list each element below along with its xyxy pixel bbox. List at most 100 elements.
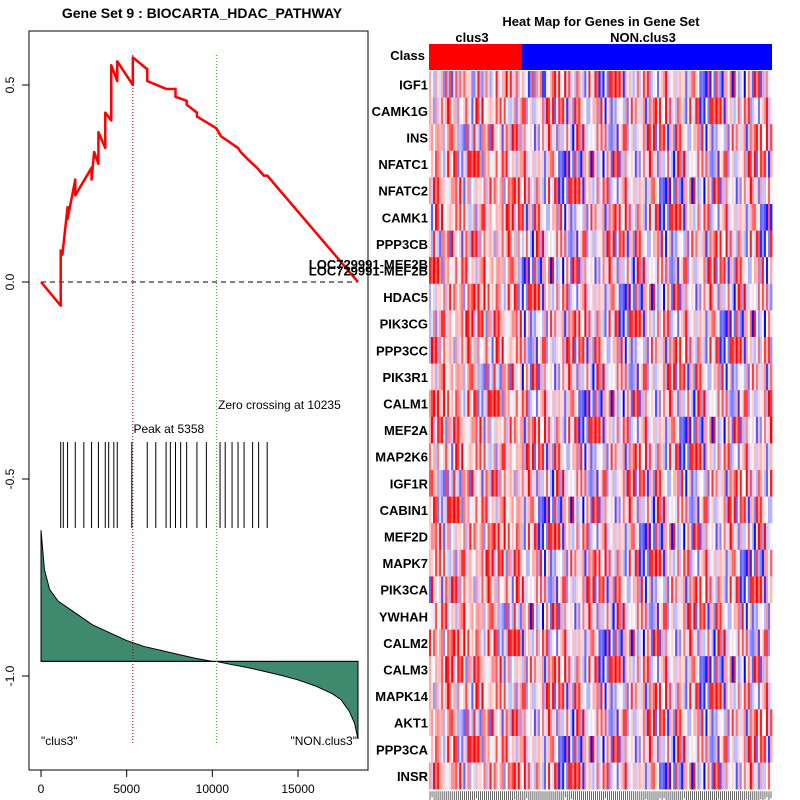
heatmap-cell [558,682,561,710]
heatmap-cell [493,523,496,551]
heatmap-cell [721,204,724,231]
heatmap-cell [711,709,714,737]
heatmap-cell [449,363,452,391]
heatmap-cell [727,257,731,285]
heatmap-cell [644,337,648,364]
heatmap-cell [731,97,735,125]
heatmap-cell [725,709,729,737]
heatmap-cell [598,496,601,524]
heatmap-cell [535,629,539,657]
heatmap-cell [433,736,436,763]
heatmap-cell [580,709,583,737]
heatmap-cell [580,177,583,205]
heatmap-cell [630,337,634,364]
heatmap-cell [699,496,702,524]
heatmap-cell [751,337,755,364]
heatmap-cell [529,230,533,258]
heatmap-cell [429,71,432,98]
heatmap-cell [485,736,488,763]
heatmap-cell [554,124,557,152]
heatmap-cell [539,390,543,418]
heatmap-cell [521,230,525,258]
heatmap-cell [717,603,720,630]
heatmap-cell [628,71,632,98]
heatmap-cell [638,416,642,444]
heatmap-cell [479,523,482,551]
heatmap-cell [751,150,755,178]
heatmap-cell [598,363,601,391]
heatmap-cell [465,310,468,338]
heatmap-cell [739,470,743,497]
heatmap-cell [628,124,632,152]
heatmap-cell [755,177,759,205]
heatmap-cell [592,682,595,710]
heatmap-cell [598,283,601,311]
heatmap-cell [743,97,747,125]
heatmap-cell [493,709,496,737]
heatmap-cell [723,204,726,231]
heatmap-cell [509,443,513,471]
heatmap-cell [596,257,599,285]
heatmap-cell [602,443,605,471]
heatmap-cell [453,656,456,684]
heatmap-cell [491,736,494,763]
heatmap-cell [602,576,605,604]
heatmap-cell [745,416,749,444]
heatmap-cell [699,310,702,338]
heatmap-cell [763,603,767,630]
heatmap-cell [517,363,521,391]
heatmap-cell [691,470,694,497]
heatmap-cell [725,762,729,790]
heatmap-cell [636,656,640,684]
heatmap-cell [576,177,579,205]
heatmap-cell [731,337,735,364]
heatmap-cell [592,230,595,258]
heatmap-cell [675,337,678,364]
heatmap-cell [648,177,652,205]
heatmap-cell [681,177,684,205]
heatmap-cell [548,257,551,285]
heatmap-cell [558,523,561,551]
heatmap-cell [515,337,519,364]
heatmap-cell [578,496,581,524]
heatmap-cell [743,204,747,231]
heatmap-cell [574,416,577,444]
heatmap-row-cabin1 [429,496,773,524]
heatmap-cell [648,470,652,497]
heatmap-cell [507,656,511,684]
heatmap-cell [447,443,450,471]
heatmap-cell [719,470,722,497]
heatmap-cell [433,283,436,311]
heatmap-cell [699,603,702,630]
heatmap-cell [606,150,609,178]
heatmap-cell [709,363,712,391]
heatmap-cell [697,496,700,524]
heatmap-cell [713,576,716,604]
heatmap-cell [697,177,700,205]
heatmap-cell [622,97,626,125]
heatmap-cell [743,416,747,444]
x-tick-label: 0 [38,782,45,796]
heatmap-cell [679,523,682,551]
heatmap-cell [592,337,595,364]
heatmap-cell [513,656,517,684]
heatmap-cell [447,736,450,763]
heatmap-cell [620,310,624,338]
heatmap-cell [441,390,444,418]
heatmap-cell [523,150,527,178]
heatmap-cell [622,443,626,471]
heatmap-cell [505,523,509,551]
heatmap-cell [469,416,472,444]
heatmap-row-mef2a [429,416,773,444]
heatmap-cell [753,576,757,604]
heatmap-cell [515,629,519,657]
heatmap-cell [469,549,472,577]
heatmap-cell [602,71,605,98]
heatmap-cell [671,97,674,125]
heatmap-cell [697,230,700,258]
heatmap-cell [685,629,688,657]
heatmap-cell [443,124,446,152]
heatmap-cell [723,283,726,311]
heatmap-cell [590,682,593,710]
heatmap-cell [465,71,468,98]
